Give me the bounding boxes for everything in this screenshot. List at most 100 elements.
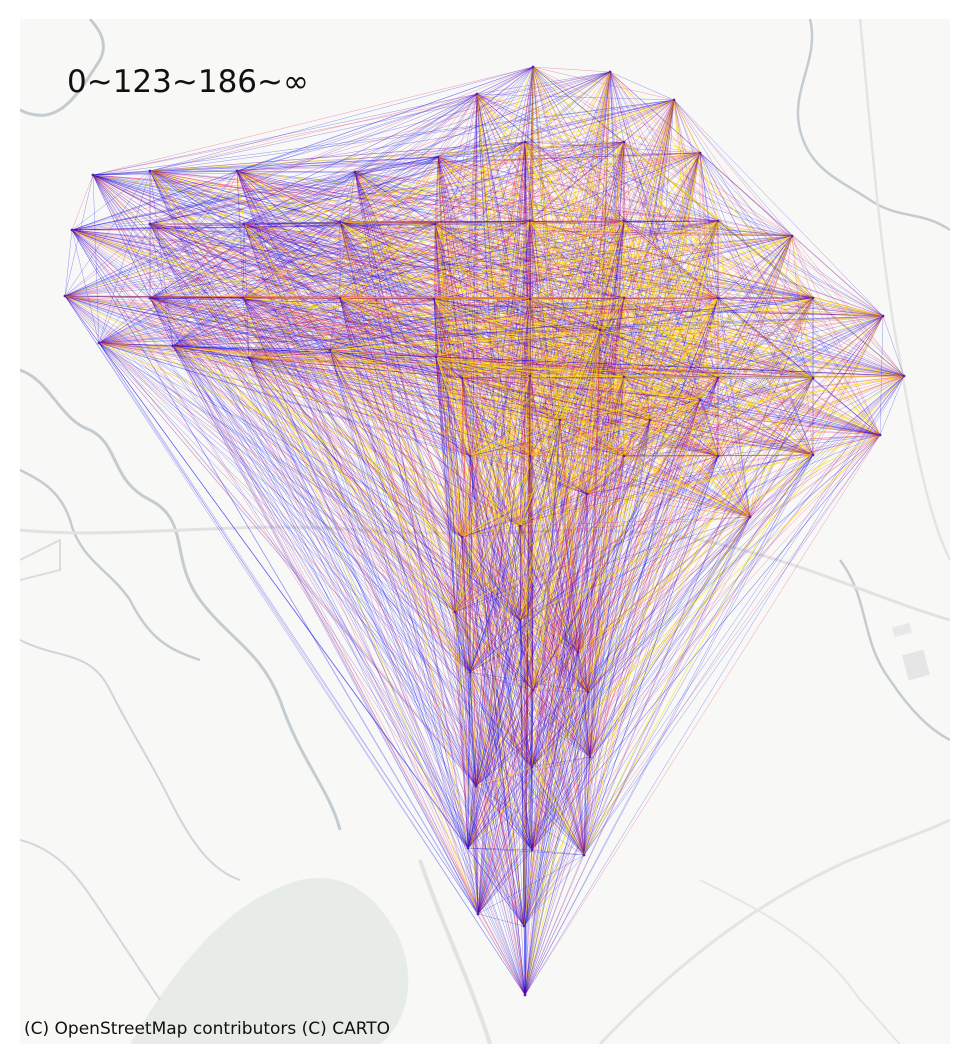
flow-line [339,221,521,621]
flow-line [149,71,611,172]
flow-line [71,141,526,231]
flow-line [149,297,331,351]
flow-line [71,229,591,758]
flow-line [433,71,611,300]
map-canvas[interactable] [20,19,950,1044]
flow-line [242,220,531,299]
flow-line [476,93,814,379]
od-node [648,418,652,422]
river-line [796,19,950,232]
flow-line [433,298,479,915]
flow-line [461,377,525,927]
flow-line [248,357,463,538]
flow-line [64,141,526,297]
flow-line [623,152,701,299]
flow-line [329,349,719,379]
flow-line [699,152,814,379]
flow-line [243,223,591,758]
flow-line [64,295,884,317]
flow-line [454,611,579,653]
flow-line [623,152,701,457]
flow-line [329,349,905,377]
flow-line [435,356,469,849]
flow-line [243,223,625,299]
flow-line [149,223,526,996]
flow-line [467,377,814,849]
flow-line [433,298,561,421]
od-node [698,398,702,402]
od-node [716,296,720,300]
flow-line [92,174,525,927]
flow-line [454,455,471,613]
flow-line [469,377,719,673]
flow-line [699,152,719,222]
flow-line [149,223,456,613]
flow-line [587,377,814,693]
flow-line [248,171,356,359]
flow-line [529,455,579,653]
flow-line [623,220,701,401]
flow-line [71,229,477,787]
flow-line [531,454,814,851]
flow-line [149,156,439,225]
flow-line [64,235,793,297]
flow-line [461,235,793,379]
flow-line [435,356,719,457]
flow-line [149,297,174,347]
flow-line [149,170,585,856]
flow-line [242,297,463,379]
flow-line [437,156,469,849]
river-line [20,368,342,831]
flow-line [98,223,436,344]
flow-line [243,223,531,377]
flow-line [749,377,814,518]
flow-line [531,756,591,851]
flow-line [339,221,469,849]
flow-line [461,455,719,538]
flow-line [532,66,701,401]
flow-line [599,329,625,457]
flow-line [437,71,611,158]
flow-line [433,298,477,787]
flow-line [149,93,478,172]
flow-line [92,174,533,851]
flow-line [236,170,456,613]
flow-line [339,99,675,223]
flow-line [71,229,479,915]
flow-line [524,315,884,996]
flow-line [717,375,905,379]
flow-line [354,171,521,621]
flow-line [149,297,521,621]
flow-line [531,455,625,768]
flow-line [531,377,719,768]
flow-line [529,71,611,222]
flow-line [812,315,884,379]
flow-line [172,345,625,378]
flow-line [531,419,651,851]
flow-line [434,93,478,225]
flow-line [242,297,526,996]
flow-line [749,454,814,518]
flow-line [149,170,341,223]
flow-line [339,297,531,377]
flow-line [467,375,531,849]
flow-line [71,229,435,300]
flow-line [476,93,814,299]
flow-line [583,516,751,856]
flow-line [469,671,477,787]
flow-line [149,297,719,457]
flow-line [649,419,881,436]
flow-line [467,847,525,927]
flow-line [531,689,534,768]
flow-line [339,221,463,379]
flow-line [475,152,701,787]
flow-line [339,220,531,299]
flow-line [242,297,585,856]
flow-line [149,170,244,299]
flow-line [717,235,793,379]
flow-line [149,170,589,693]
flow-line [243,220,531,225]
od-node [241,296,245,300]
flow-line [461,375,531,538]
flow-line [699,220,719,401]
